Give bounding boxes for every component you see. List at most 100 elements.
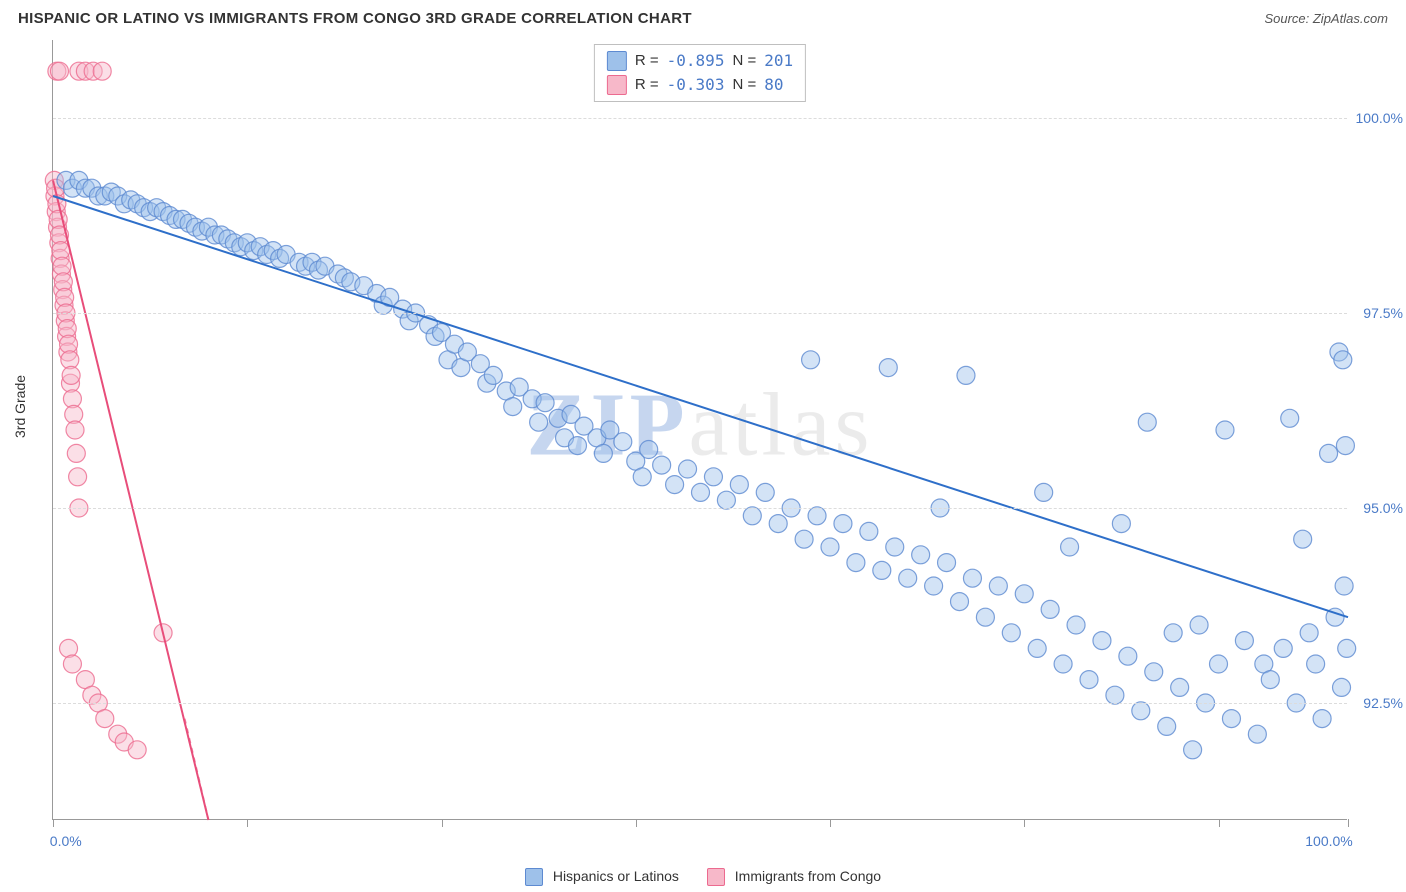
scatter-point	[1164, 624, 1182, 642]
stats-box: R = -0.895 N = 201 R = -0.303 N = 80	[594, 44, 806, 102]
scatter-point	[1216, 421, 1234, 439]
source-label: Source: ZipAtlas.com	[1264, 11, 1388, 26]
scatter-point	[692, 483, 710, 501]
scatter-point	[1145, 663, 1163, 681]
scatter-point	[1335, 577, 1353, 595]
scatter-point	[963, 569, 981, 587]
xtick	[442, 819, 443, 827]
xtick	[53, 819, 54, 827]
scatter-point	[1138, 413, 1156, 431]
scatter-point	[951, 593, 969, 611]
xtick	[830, 819, 831, 827]
gridline	[53, 118, 1347, 119]
scatter-point	[1061, 538, 1079, 556]
scatter-point	[1132, 702, 1150, 720]
n-value-2: 80	[764, 73, 783, 97]
scatter-point	[704, 468, 722, 486]
scatter-point	[1015, 585, 1033, 603]
scatter-point	[925, 577, 943, 595]
n-label: N =	[732, 50, 756, 73]
scatter-point	[614, 433, 632, 451]
scatter-point	[1300, 624, 1318, 642]
scatter-point	[1235, 632, 1253, 650]
scatter-point	[938, 554, 956, 572]
scatter-point	[1028, 639, 1046, 657]
scatter-point	[1190, 616, 1208, 634]
scatter-point	[756, 483, 774, 501]
ytick-label: 95.0%	[1363, 500, 1403, 516]
scatter-point	[67, 444, 85, 462]
scatter-point	[1158, 717, 1176, 735]
scatter-point	[1041, 600, 1059, 618]
scatter-point	[1248, 725, 1266, 743]
scatter-point	[1313, 710, 1331, 728]
scatter-point	[504, 398, 522, 416]
scatter-point	[653, 456, 671, 474]
scatter-point	[96, 710, 114, 728]
ytick-label: 92.5%	[1363, 695, 1403, 711]
trend-line	[53, 196, 1348, 617]
scatter-point	[536, 394, 554, 412]
scatter-point	[530, 413, 548, 431]
scatter-point	[1054, 655, 1072, 673]
gridline	[53, 508, 1347, 509]
scatter-point	[802, 351, 820, 369]
legend-item-2: Immigrants from Congo	[707, 868, 881, 886]
scatter-point	[1035, 483, 1053, 501]
scatter-point	[1274, 639, 1292, 657]
chart-title: HISPANIC OR LATINO VS IMMIGRANTS FROM CO…	[18, 10, 692, 27]
stats-swatch-2	[607, 75, 627, 95]
scatter-point	[899, 569, 917, 587]
scatter-point	[1080, 671, 1098, 689]
scatter-point	[1119, 647, 1137, 665]
n-value-1: 201	[764, 49, 793, 73]
scatter-point	[1184, 741, 1202, 759]
chart-area: ZIPatlas R = -0.895 N = 201 R = -0.303 N…	[52, 40, 1347, 820]
xtick-label: 100.0%	[1305, 833, 1352, 849]
bottom-legend: Hispanics or Latinos Immigrants from Con…	[0, 868, 1406, 886]
legend-label-1: Hispanics or Latinos	[553, 868, 679, 884]
scatter-point	[66, 421, 84, 439]
scatter-point	[640, 441, 658, 459]
legend-swatch-1	[525, 868, 543, 886]
legend-swatch-2	[707, 868, 725, 886]
r-label: R =	[635, 74, 659, 97]
scatter-point	[912, 546, 930, 564]
scatter-point	[633, 468, 651, 486]
xtick-label: 0.0%	[50, 833, 82, 849]
scatter-point	[1171, 678, 1189, 696]
scatter-point	[69, 468, 87, 486]
scatter-point	[63, 655, 81, 673]
stats-row-1: R = -0.895 N = 201	[607, 49, 793, 73]
scatter-point	[1112, 515, 1130, 533]
scatter-point	[93, 62, 111, 80]
y-axis-label: 3rd Grade	[12, 375, 28, 438]
scatter-point	[568, 437, 586, 455]
xtick	[1348, 819, 1349, 827]
scatter-point	[1261, 671, 1279, 689]
scatter-point	[1333, 678, 1351, 696]
scatter-point	[717, 491, 735, 509]
scatter-point	[879, 359, 897, 377]
scatter-point	[1294, 530, 1312, 548]
scatter-point	[1307, 655, 1325, 673]
scatter-point	[1002, 624, 1020, 642]
scatter-point	[1093, 632, 1111, 650]
scatter-point	[1336, 437, 1354, 455]
scatter-point	[484, 366, 502, 384]
scatter-point	[1067, 616, 1085, 634]
scatter-point	[743, 507, 761, 525]
scatter-point	[847, 554, 865, 572]
scatter-point	[666, 476, 684, 494]
scatter-point	[808, 507, 826, 525]
scatter-point	[679, 460, 697, 478]
scatter-point	[795, 530, 813, 548]
scatter-point	[976, 608, 994, 626]
ytick-label: 97.5%	[1363, 305, 1403, 321]
gridline	[53, 313, 1347, 314]
r-label: R =	[635, 50, 659, 73]
scatter-point	[1210, 655, 1228, 673]
scatter-point	[860, 522, 878, 540]
scatter-point	[1320, 444, 1338, 462]
stats-row-2: R = -0.303 N = 80	[607, 73, 793, 97]
